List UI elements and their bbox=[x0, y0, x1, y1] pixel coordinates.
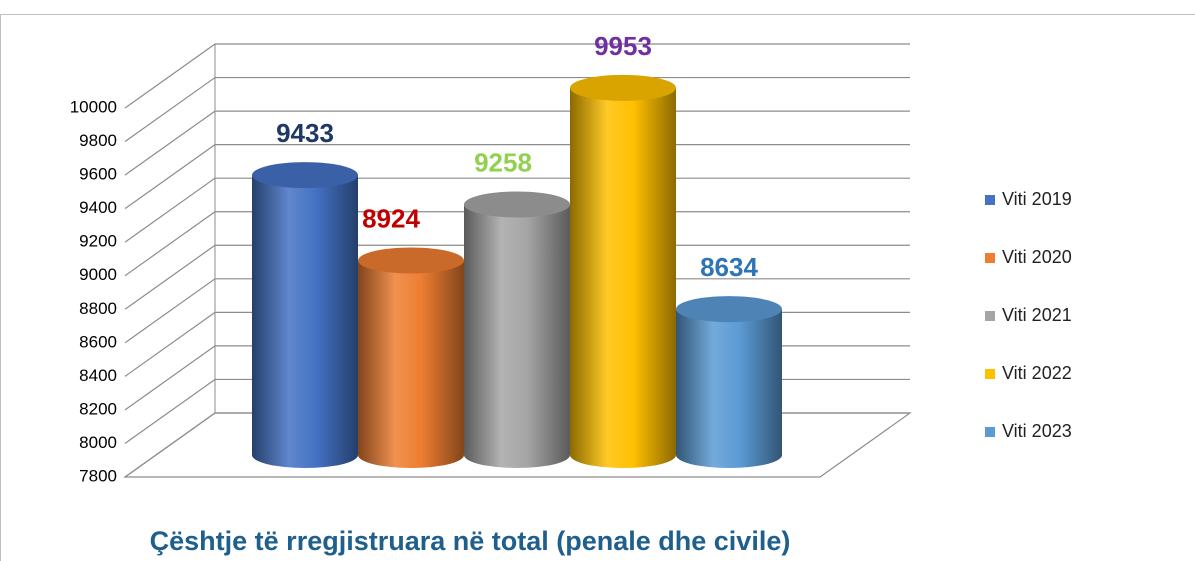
y-tick-label: 9800 bbox=[79, 131, 117, 150]
cylinder bbox=[676, 309, 782, 468]
data-label: 8634 bbox=[700, 252, 758, 282]
cylinder bbox=[464, 204, 570, 468]
chart-title: Çështje të rregjistruara në total (penal… bbox=[150, 526, 791, 556]
cylinder bbox=[570, 87, 676, 468]
legend-label: Viti 2019 bbox=[1002, 189, 1072, 209]
legend-label: Viti 2022 bbox=[1002, 363, 1072, 383]
cylinder bbox=[252, 175, 358, 468]
y-tick-label: 8200 bbox=[79, 399, 117, 418]
frame bbox=[0, 14, 1195, 561]
y-tick-label: 9600 bbox=[79, 165, 117, 184]
y-tick-label: 9200 bbox=[79, 232, 117, 251]
legend-label: Viti 2020 bbox=[1002, 247, 1072, 267]
y-tick-label: 9000 bbox=[79, 265, 117, 284]
legend-swatch bbox=[985, 369, 995, 379]
cylinder-top bbox=[252, 162, 358, 189]
legend-label: Viti 2023 bbox=[1002, 421, 1072, 441]
data-label: 8924 bbox=[362, 203, 420, 233]
cylinder-top bbox=[464, 191, 570, 218]
data-label: 9258 bbox=[474, 147, 532, 177]
data-label: 9433 bbox=[276, 118, 334, 148]
cylinder-top bbox=[676, 296, 782, 323]
grid-line bbox=[124, 76, 910, 143]
y-tick-label: 10000 bbox=[70, 97, 117, 116]
data-label: 9953 bbox=[594, 31, 652, 61]
grid-line bbox=[124, 43, 910, 109]
y-tick-label: 7800 bbox=[79, 466, 117, 485]
y-tick-label: 8400 bbox=[79, 366, 117, 385]
legend-label: Viti 2021 bbox=[1002, 305, 1072, 325]
y-tick-label: 8600 bbox=[79, 332, 117, 351]
cylinder bbox=[358, 260, 464, 468]
legend-swatch bbox=[985, 311, 995, 321]
y-tick-label: 8800 bbox=[79, 299, 117, 318]
cylinder-top bbox=[570, 74, 676, 101]
legend-swatch bbox=[985, 427, 995, 437]
legend-swatch bbox=[985, 253, 995, 263]
cylinder-top bbox=[358, 247, 464, 274]
y-tick-label: 8000 bbox=[79, 433, 117, 452]
legend-swatch bbox=[985, 195, 995, 205]
y-tick-label: 9400 bbox=[79, 198, 117, 217]
